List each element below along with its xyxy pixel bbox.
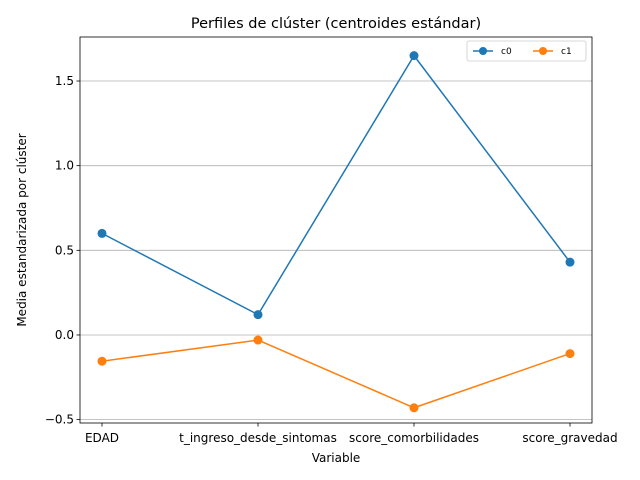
series-c1 bbox=[97, 335, 575, 413]
legend-box bbox=[466, 40, 587, 62]
legend: c0 c1 bbox=[466, 40, 587, 62]
legend-swatch-marker bbox=[539, 47, 547, 55]
y-axis-label: Media estandarizada por clúster bbox=[15, 133, 29, 326]
data-point-c1 bbox=[97, 356, 107, 366]
chart-title: Perfiles de clúster (centroides estándar… bbox=[191, 16, 481, 32]
legend-entry-c1: c1 bbox=[533, 47, 572, 57]
y-tick-label: 1.5 bbox=[55, 74, 74, 88]
data-point-c0 bbox=[409, 51, 419, 61]
data-point-c1 bbox=[565, 349, 575, 359]
legend-label: c1 bbox=[561, 47, 572, 57]
y-tick-label: 0.0 bbox=[55, 328, 74, 342]
data-point-c0 bbox=[97, 228, 107, 238]
x-axis-label: Variable bbox=[312, 451, 361, 465]
series-c0 bbox=[97, 51, 575, 320]
y-tick-label: 0.5 bbox=[55, 243, 74, 257]
legend-label: c0 bbox=[501, 47, 512, 57]
data-point-c0 bbox=[253, 310, 263, 320]
series-line-c1 bbox=[101, 339, 571, 409]
x-tick-label: EDAD bbox=[85, 431, 119, 445]
y-tick-label: 1.0 bbox=[55, 159, 74, 173]
grid-lines bbox=[80, 80, 592, 421]
legend-swatch-marker bbox=[479, 47, 487, 55]
series-layer bbox=[97, 51, 575, 413]
axis-ticks: −0.5 0.0 0.5 1.0 1.5 EDAD t_ingreso_desde_sint… bbox=[45, 74, 618, 445]
data-point-c0 bbox=[565, 257, 575, 267]
data-point-c1 bbox=[409, 403, 419, 413]
x-tick-label: score_gravedad bbox=[522, 431, 617, 445]
series-line-c0 bbox=[101, 54, 571, 316]
x-tick-label: score_comorbilidades bbox=[349, 431, 479, 445]
plot-frame bbox=[79, 36, 593, 424]
y-tick-label: −0.5 bbox=[45, 413, 74, 427]
legend-entry-c0: c0 bbox=[473, 47, 512, 57]
data-point-c1 bbox=[253, 335, 263, 345]
x-tick-label: t_ingreso_desde_sintomas bbox=[179, 431, 337, 445]
